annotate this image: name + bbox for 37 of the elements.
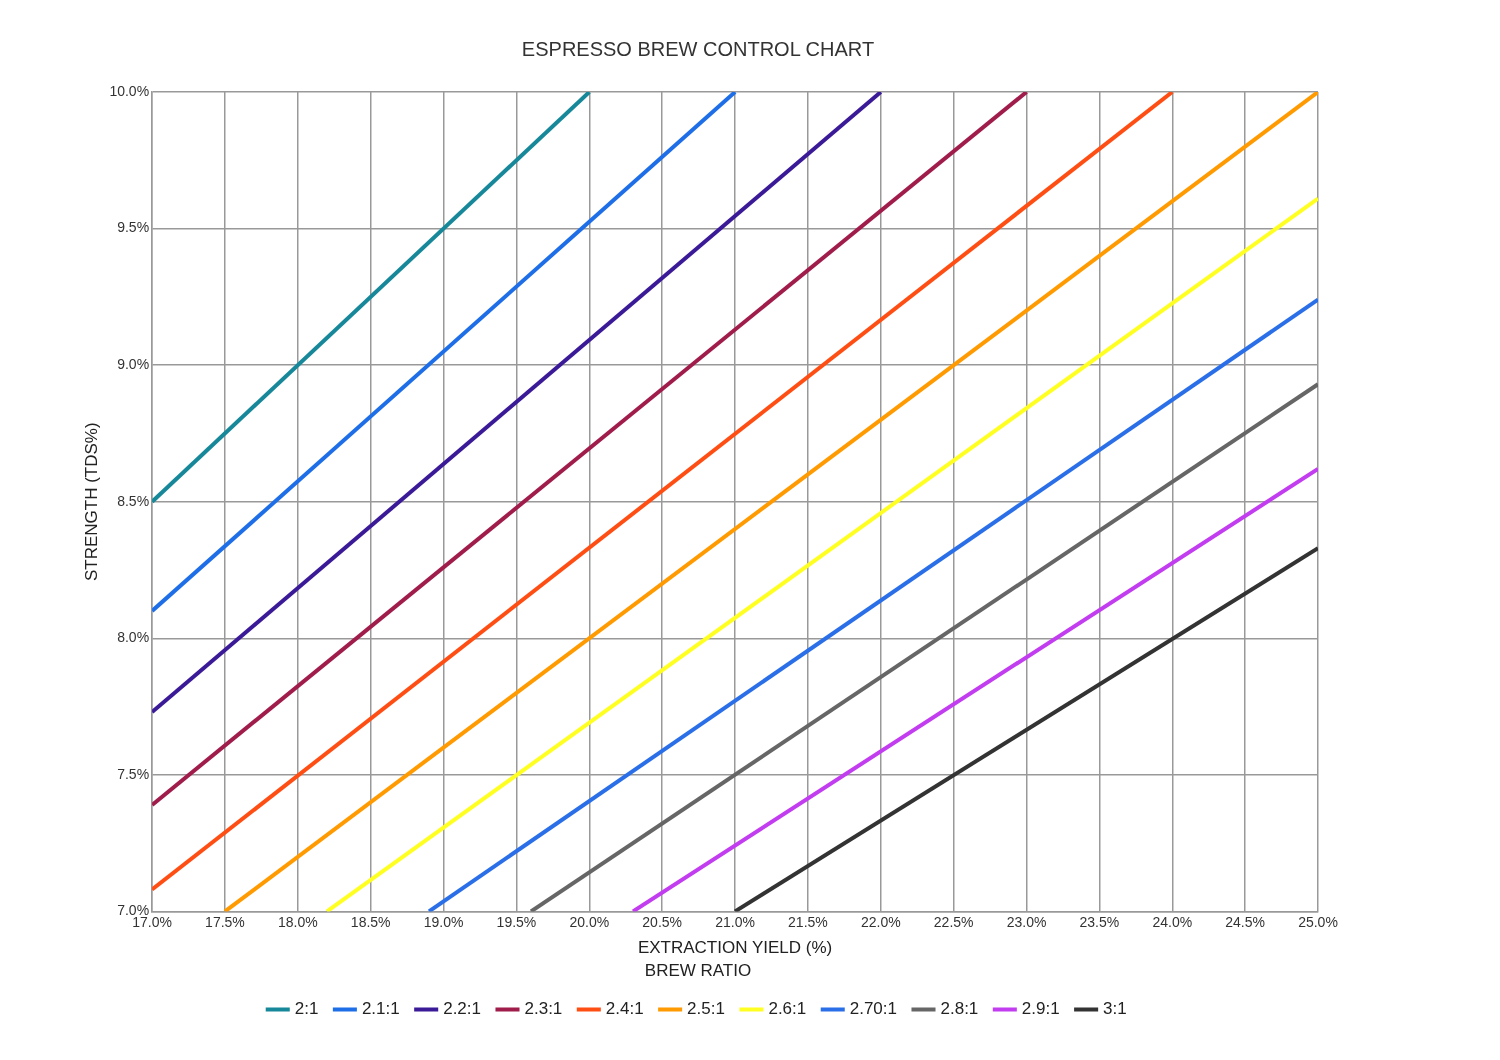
x-tick-label: 19.0% bbox=[423, 913, 464, 930]
legend-label: 2.2:1 bbox=[443, 999, 481, 1019]
x-tick-label: 18.0% bbox=[277, 913, 318, 930]
legend-title: BREW RATIO bbox=[644, 960, 752, 980]
y-tick-label: 9.0% bbox=[117, 355, 150, 372]
legend-label: 2.70:1 bbox=[849, 999, 897, 1019]
y-tick-label: 9.5% bbox=[117, 219, 150, 236]
legend-label: 2.8:1 bbox=[940, 999, 979, 1019]
x-tick-label: 21.0% bbox=[715, 913, 755, 930]
x-tick-label: 24.5% bbox=[1225, 913, 1265, 930]
x-tick-label: 17.5% bbox=[205, 913, 245, 930]
x-tick-label: 24.0% bbox=[1152, 913, 1193, 930]
y-tick-label: 7.5% bbox=[117, 765, 150, 782]
y-tick-label: 8.5% bbox=[117, 492, 150, 509]
x-axis-title: EXTRACTION YIELD (%) bbox=[637, 938, 833, 958]
x-tick-label: 19.5% bbox=[496, 913, 537, 930]
legend-label: 2.4:1 bbox=[605, 999, 644, 1019]
x-tick-label: 22.5% bbox=[933, 913, 974, 930]
x-tick-label: 20.0% bbox=[569, 913, 610, 930]
legend-label: 2.6:1 bbox=[768, 999, 807, 1019]
x-tick-label: 23.5% bbox=[1079, 913, 1120, 930]
legend-label: 2.1:1 bbox=[361, 999, 400, 1019]
y-axis-title: STRENGTH (TDS%) bbox=[81, 422, 101, 582]
x-tick-label: 22.0% bbox=[860, 913, 901, 930]
legend-label: 2:1 bbox=[294, 999, 319, 1019]
legend-label: 2.5:1 bbox=[687, 999, 725, 1019]
legend-label: 2.9:1 bbox=[1021, 999, 1060, 1019]
x-tick-label: 18.5% bbox=[350, 913, 391, 930]
chart-title: ESPRESSO BREW CONTROL CHART bbox=[521, 37, 875, 60]
x-tick-label: 21.5% bbox=[788, 913, 828, 930]
y-tick-label: 8.0% bbox=[117, 629, 150, 646]
x-tick-label: 25.0% bbox=[1298, 913, 1338, 930]
x-tick-label: 20.5% bbox=[642, 913, 683, 930]
x-tick-label: 23.0% bbox=[1006, 913, 1047, 930]
y-tick-label: 10.0% bbox=[109, 82, 150, 99]
legend-label: 2.3:1 bbox=[524, 999, 563, 1019]
legend-label: 3:1 bbox=[1103, 999, 1127, 1019]
